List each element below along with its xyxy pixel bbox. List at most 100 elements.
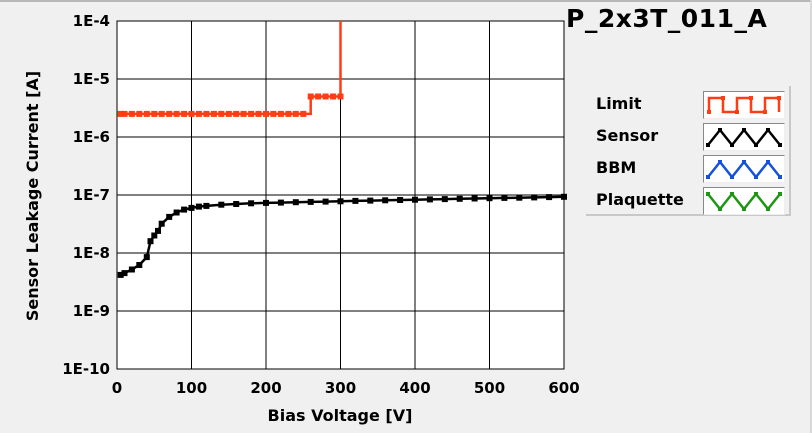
chart-title: P_2x3T_011_A	[566, 4, 768, 33]
data-point	[233, 201, 240, 207]
data-point	[307, 198, 314, 205]
legend-swatch-limit[interactable]	[703, 91, 785, 119]
y-tick-label: 1E-4	[73, 12, 110, 30]
data-point	[456, 195, 463, 202]
data-point	[151, 232, 158, 239]
triangle-wave-icon	[706, 191, 782, 212]
legend-item-sensor[interactable]: Sensor	[586, 120, 789, 152]
legend-item-bbm[interactable]: BBM	[586, 152, 789, 184]
data-point	[181, 110, 188, 117]
data-point	[270, 110, 277, 117]
data-point	[240, 110, 247, 117]
legend: Limit Sensor BBM	[586, 86, 791, 216]
x-tick-label: 400	[399, 379, 430, 397]
window-top-border	[0, 0, 812, 2]
data-point	[248, 110, 255, 117]
data-point	[277, 199, 284, 206]
y-axis-label: Sensor Leakage Current [A]	[23, 71, 42, 321]
data-point	[307, 93, 314, 100]
triangle-wave-icon	[706, 127, 782, 148]
tick-labels: 0 100 200 300 400 500 600 1E-10 1E-9 1E-8 1E-7 1E-6…	[62, 12, 579, 397]
data-point	[337, 93, 344, 100]
window-right-border	[810, 0, 812, 433]
x-tick-label: 600	[548, 379, 579, 397]
data-point	[121, 270, 128, 277]
y-tick-label: 1E-5	[73, 70, 110, 88]
data-point	[263, 110, 269, 117]
data-point	[117, 110, 124, 117]
legend-label-bbm: BBM	[596, 158, 637, 177]
legend-item-plaquette[interactable]: Plaquette	[586, 184, 789, 216]
y-tick-label: 1E-6	[73, 128, 110, 146]
data-point	[151, 110, 158, 117]
legend-swatch-bbm[interactable]	[703, 155, 785, 183]
x-tick-label: 100	[176, 379, 207, 397]
data-point	[501, 194, 508, 201]
series-sensor	[117, 193, 567, 278]
square-wave-icon	[707, 96, 781, 114]
data-point	[173, 209, 180, 216]
data-point	[128, 110, 135, 117]
data-point	[531, 194, 538, 201]
data-point	[561, 193, 567, 200]
data-point	[322, 93, 329, 100]
data-point	[181, 206, 188, 213]
y-tick-label: 1E-7	[73, 186, 110, 204]
data-point	[292, 199, 299, 206]
legend-swatch-sensor[interactable]	[703, 123, 785, 151]
data-point	[121, 110, 128, 117]
data-point	[143, 110, 150, 117]
series-limit	[117, 21, 344, 117]
data-point	[255, 110, 262, 117]
data-point	[300, 110, 307, 117]
data-point	[367, 197, 374, 204]
x-axis-label: Bias Voltage [V]	[268, 406, 413, 425]
x-tick-label: 200	[250, 379, 281, 397]
data-point	[233, 110, 240, 117]
data-point	[471, 195, 478, 202]
data-point	[322, 198, 329, 205]
data-point	[285, 110, 292, 117]
data-point	[218, 201, 225, 208]
data-point	[248, 200, 255, 207]
x-tick-label: 0	[112, 379, 122, 397]
data-point	[166, 213, 173, 220]
data-point	[166, 110, 173, 117]
data-point	[426, 196, 433, 203]
data-point	[147, 238, 154, 245]
legend-label-sensor: Sensor	[596, 126, 659, 145]
data-point	[188, 110, 195, 117]
y-tick-label: 1E-9	[73, 302, 110, 320]
y-tick-label: 1E-10	[62, 360, 110, 378]
x-tick-label: 300	[325, 379, 356, 397]
legend-swatch-plaquette[interactable]	[703, 187, 785, 215]
data-point	[210, 110, 217, 117]
data-point	[128, 266, 135, 273]
legend-label-plaquette: Plaquette	[596, 190, 684, 209]
grid	[117, 21, 564, 369]
data-point	[225, 110, 232, 117]
data-point	[188, 204, 195, 211]
data-point	[441, 196, 448, 203]
data-point	[546, 194, 553, 201]
data-point	[337, 198, 344, 205]
data-point	[397, 197, 404, 203]
data-point	[155, 227, 161, 234]
data-point	[203, 110, 210, 117]
legend-item-limit[interactable]: Limit	[586, 88, 789, 120]
legend-label-limit: Limit	[596, 94, 642, 113]
data-point	[330, 93, 337, 100]
x-tick-label: 500	[474, 379, 505, 397]
triangle-wave-icon	[706, 159, 782, 180]
data-point	[143, 254, 150, 261]
y-tick-label: 1E-8	[73, 244, 110, 262]
data-point	[136, 110, 143, 117]
data-point	[516, 194, 523, 201]
data-point	[277, 110, 284, 117]
data-point	[382, 197, 389, 204]
data-point	[352, 197, 359, 204]
data-point	[203, 202, 210, 209]
data-point	[412, 196, 418, 203]
